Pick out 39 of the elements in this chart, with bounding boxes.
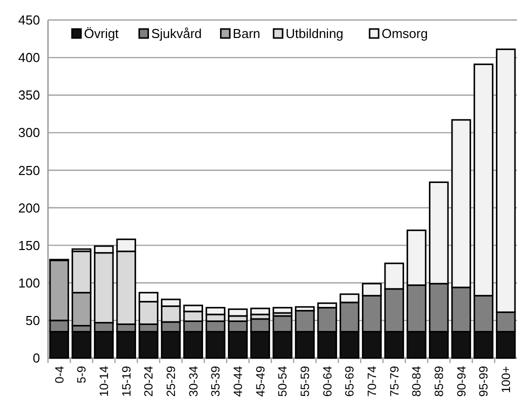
x-tick-label: 90-94 xyxy=(454,366,468,397)
x-tick-label: 45-49 xyxy=(253,366,268,397)
x-tick-label: 80-84 xyxy=(410,366,424,397)
y-tick-label: 450 xyxy=(18,12,40,28)
legend-label: Utbildning xyxy=(286,26,344,41)
bar xyxy=(272,306,292,314)
y-tick-label: 350 xyxy=(18,88,40,103)
x-tick-label: 40-44 xyxy=(231,366,246,397)
legend-label: Omsorg xyxy=(382,26,428,41)
x-tick-label: 50-54 xyxy=(276,366,290,397)
x-tick-label: 75-79 xyxy=(387,366,402,397)
y-tick-label: 200 xyxy=(18,200,40,216)
y-tick-label: 400 xyxy=(18,50,40,66)
y-tick-label: 100 xyxy=(18,275,40,290)
legend-label: Övrigt xyxy=(84,26,120,41)
y-tick-label: 300 xyxy=(18,125,40,140)
x-tick-label: 65-69 xyxy=(342,366,357,397)
y-tick-label: 250 xyxy=(18,162,40,178)
x-tick-label: 15-19 xyxy=(119,366,134,397)
x-tick-label: 0-4 xyxy=(52,366,66,384)
x-tick-label: 55-59 xyxy=(298,366,312,397)
y-tick-label: 0 xyxy=(32,350,40,366)
x-tick-label: 35-39 xyxy=(208,366,223,397)
x-tick-label: 95-99 xyxy=(476,366,491,397)
x-tick-label: 60-64 xyxy=(320,366,334,397)
legend-label: Sjukvård xyxy=(151,26,202,41)
x-tick-label: 100+ xyxy=(499,366,514,394)
y-tick-label: 150 xyxy=(18,238,40,253)
y-tick-label: 50 xyxy=(26,312,40,328)
x-tick-label: 10-14 xyxy=(97,366,112,397)
x-tick-label: 5-9 xyxy=(74,366,89,384)
legend-label: Barn xyxy=(232,26,260,41)
x-tick-label: 25-29 xyxy=(164,366,178,397)
bar xyxy=(72,330,92,359)
x-tick-label: 70-74 xyxy=(365,366,380,397)
x-tick-label: 30-34 xyxy=(186,366,200,397)
x-tick-label: 85-89 xyxy=(432,366,446,397)
x-tick-label: 20-24 xyxy=(142,366,156,397)
bar xyxy=(250,308,270,316)
